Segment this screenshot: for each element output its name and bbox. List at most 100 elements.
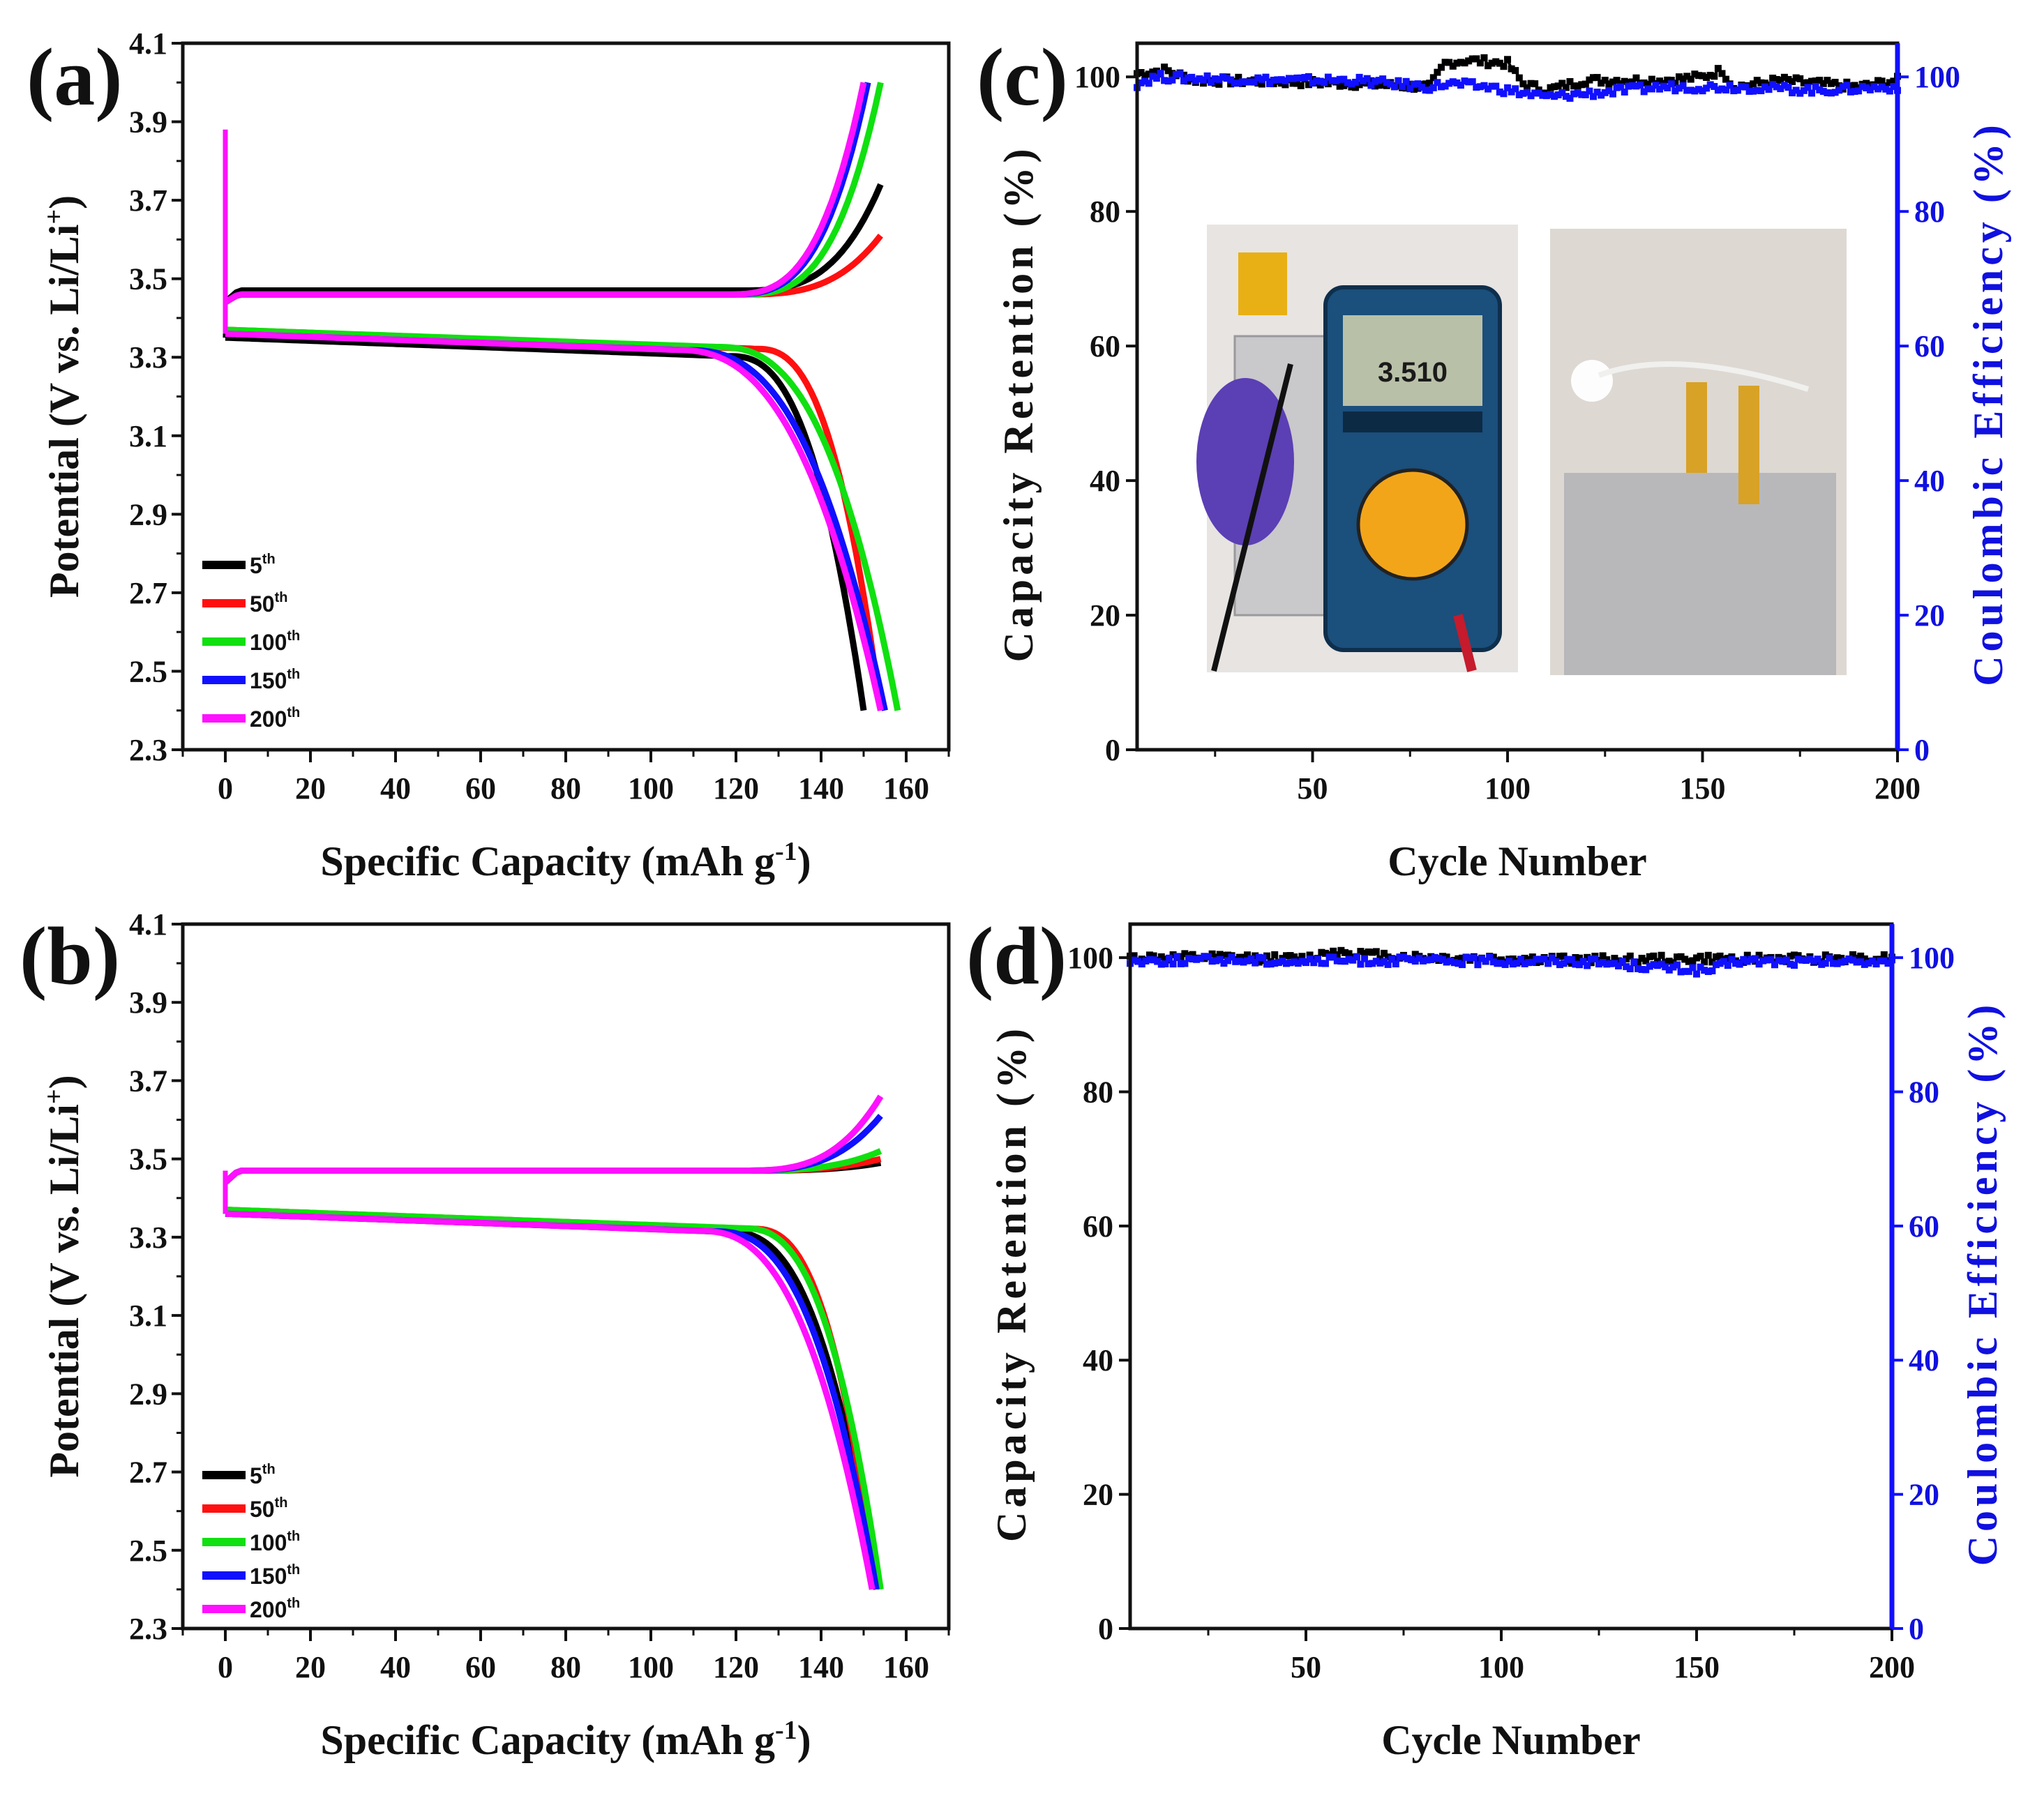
data-point-d-coulombic: [1564, 955, 1572, 963]
data-point-c-coulombic: [1800, 86, 1808, 94]
data-point-c-coulombic: [1496, 88, 1503, 96]
data-point-c-coulombic: [1348, 80, 1355, 88]
data-point-d-retention: [1838, 955, 1845, 962]
data-point-c-coulombic: [1399, 83, 1406, 91]
data-point-c-coulombic: [1297, 74, 1305, 82]
data-point-c-coulombic: [1796, 89, 1804, 97]
data-point-c-coulombic: [1882, 85, 1890, 93]
data-point-c-retention: [1519, 80, 1527, 88]
data-point-c-retention: [1414, 84, 1422, 92]
data-point-c-coulombic: [1598, 91, 1605, 99]
data-point-c-coulombic: [1703, 84, 1711, 92]
y-axis-title-a: Potential (V vs. Li/Li+): [40, 195, 87, 598]
data-point-c-coulombic: [1387, 80, 1395, 88]
x-tick-label-b: 120: [713, 1650, 759, 1684]
data-point-d-coulombic: [1693, 970, 1700, 978]
data-point-c-retention: [1258, 80, 1265, 88]
data-point-d-coulombic: [1838, 958, 1845, 966]
data-point-d-coulombic: [1540, 955, 1548, 962]
data-point-c-coulombic: [1886, 87, 1893, 95]
data-point-d-coulombic: [1372, 958, 1380, 965]
data-point-c-coulombic: [1843, 82, 1851, 89]
data-point-c-coulombic: [1617, 83, 1625, 91]
data-point-d-coulombic: [1802, 956, 1810, 964]
data-point-d-coulombic: [1459, 961, 1466, 969]
data-point-c-retention: [1566, 78, 1574, 86]
data-point-d-retention: [1642, 957, 1650, 965]
y-right-tick-label-d: 60: [1909, 1209, 1939, 1244]
data-point-d-coulombic: [1470, 954, 1478, 962]
y-tick-label-b: 3.3: [129, 1221, 167, 1255]
data-point-d-coulombic: [1435, 955, 1443, 962]
panel-label-b: (b): [20, 910, 120, 1002]
data-point-d-coulombic: [1579, 958, 1587, 965]
data-point-d-coulombic: [1528, 958, 1536, 966]
data-point-c-coulombic: [1851, 88, 1858, 96]
data-point-c-retention: [1711, 73, 1718, 80]
data-point-c-retention: [1824, 77, 1831, 84]
data-point-c-coulombic: [1321, 79, 1328, 86]
data-point-d-coulombic: [1322, 960, 1329, 967]
y-right-tick-label-c: 40: [1914, 464, 1945, 498]
data-point-c-retention: [1336, 82, 1344, 90]
panel-b-voltage-profile: 0 20 40 60 80 100 120 140 160 2.3 2.5 2.7 2.9 3.1 3.3 3…: [20, 907, 951, 1763]
data-point-d-coulombic: [1408, 955, 1415, 963]
data-point-d-coulombic: [1611, 960, 1618, 967]
y-tick-label-d: 80: [1083, 1075, 1113, 1109]
data-point-c-retention: [1831, 79, 1839, 86]
data-point-d-retention: [1857, 952, 1865, 960]
data-point-c-coulombic: [1515, 91, 1523, 98]
data-point-c-retention: [1765, 81, 1773, 89]
y-tick-label-a: 3.7: [129, 183, 167, 218]
data-point-c-coulombic: [1242, 78, 1250, 86]
data-point-d-coulombic: [1384, 960, 1392, 968]
data-point-d-coulombic: [1763, 956, 1771, 964]
x-tick-label-b: 160: [883, 1650, 929, 1684]
data-point-c-coulombic: [1465, 78, 1473, 86]
data-point-d-retention: [1708, 958, 1716, 966]
lit-led: [1571, 360, 1613, 402]
data-point-d-retention: [1638, 954, 1646, 962]
data-point-d-coulombic: [1662, 963, 1669, 971]
data-point-d-coulombic: [1713, 961, 1720, 969]
data-point-c-coulombic: [1656, 85, 1664, 93]
data-point-d-coulombic: [1533, 955, 1540, 963]
data-point-d-retention: [1623, 955, 1630, 962]
data-point-c-retention: [1426, 80, 1434, 87]
data-point-d-retention: [1376, 955, 1384, 962]
data-point-c-coulombic: [1554, 91, 1562, 98]
data-point-c-coulombic: [1434, 79, 1441, 86]
data-point-d-coulombic: [1447, 957, 1455, 965]
y-tick-label-d: 0: [1098, 1612, 1113, 1646]
data-point-c-retention: [1355, 81, 1363, 89]
data-point-d-retention: [1509, 955, 1517, 962]
data-point-d-retention: [1220, 951, 1228, 959]
data-point-c-coulombic: [1866, 86, 1874, 93]
data-point-d-retention: [1384, 953, 1392, 961]
x-tick-label-b: 0: [218, 1650, 233, 1684]
data-point-d-retention: [1681, 955, 1689, 963]
data-point-c-coulombic: [1570, 90, 1578, 98]
data-point-c-retention: [1570, 82, 1578, 90]
data-point-c-retention: [1445, 59, 1453, 66]
x-tick-label-a: 160: [883, 771, 929, 806]
data-point-d-coulombic: [1462, 953, 1470, 961]
data-point-c-coulombic: [1286, 75, 1293, 82]
data-point-c-coulombic: [1192, 77, 1199, 84]
data-point-c-retention: [1593, 74, 1601, 82]
data-point-c-retention: [1789, 77, 1796, 85]
data-point-d-coulombic: [1654, 962, 1661, 969]
x-tick-label-a: 80: [550, 771, 581, 806]
data-point-c-coulombic: [1726, 82, 1734, 89]
data-point-d-coulombic: [1349, 956, 1357, 964]
data-point-d-coulombic: [1255, 953, 1263, 961]
data-point-c-retention: [1145, 70, 1152, 78]
data-point-c-retention: [1137, 69, 1145, 77]
data-point-c-coulombic: [1874, 85, 1882, 93]
data-point-c-retention: [1706, 72, 1714, 80]
data-point-c-coulombic: [1149, 73, 1157, 80]
y-tick-label-c: 0: [1105, 733, 1120, 767]
data-point-d-coulombic: [1521, 960, 1528, 967]
data-point-d-coulombic: [1810, 958, 1817, 965]
data-point-c-coulombic: [1789, 89, 1796, 97]
